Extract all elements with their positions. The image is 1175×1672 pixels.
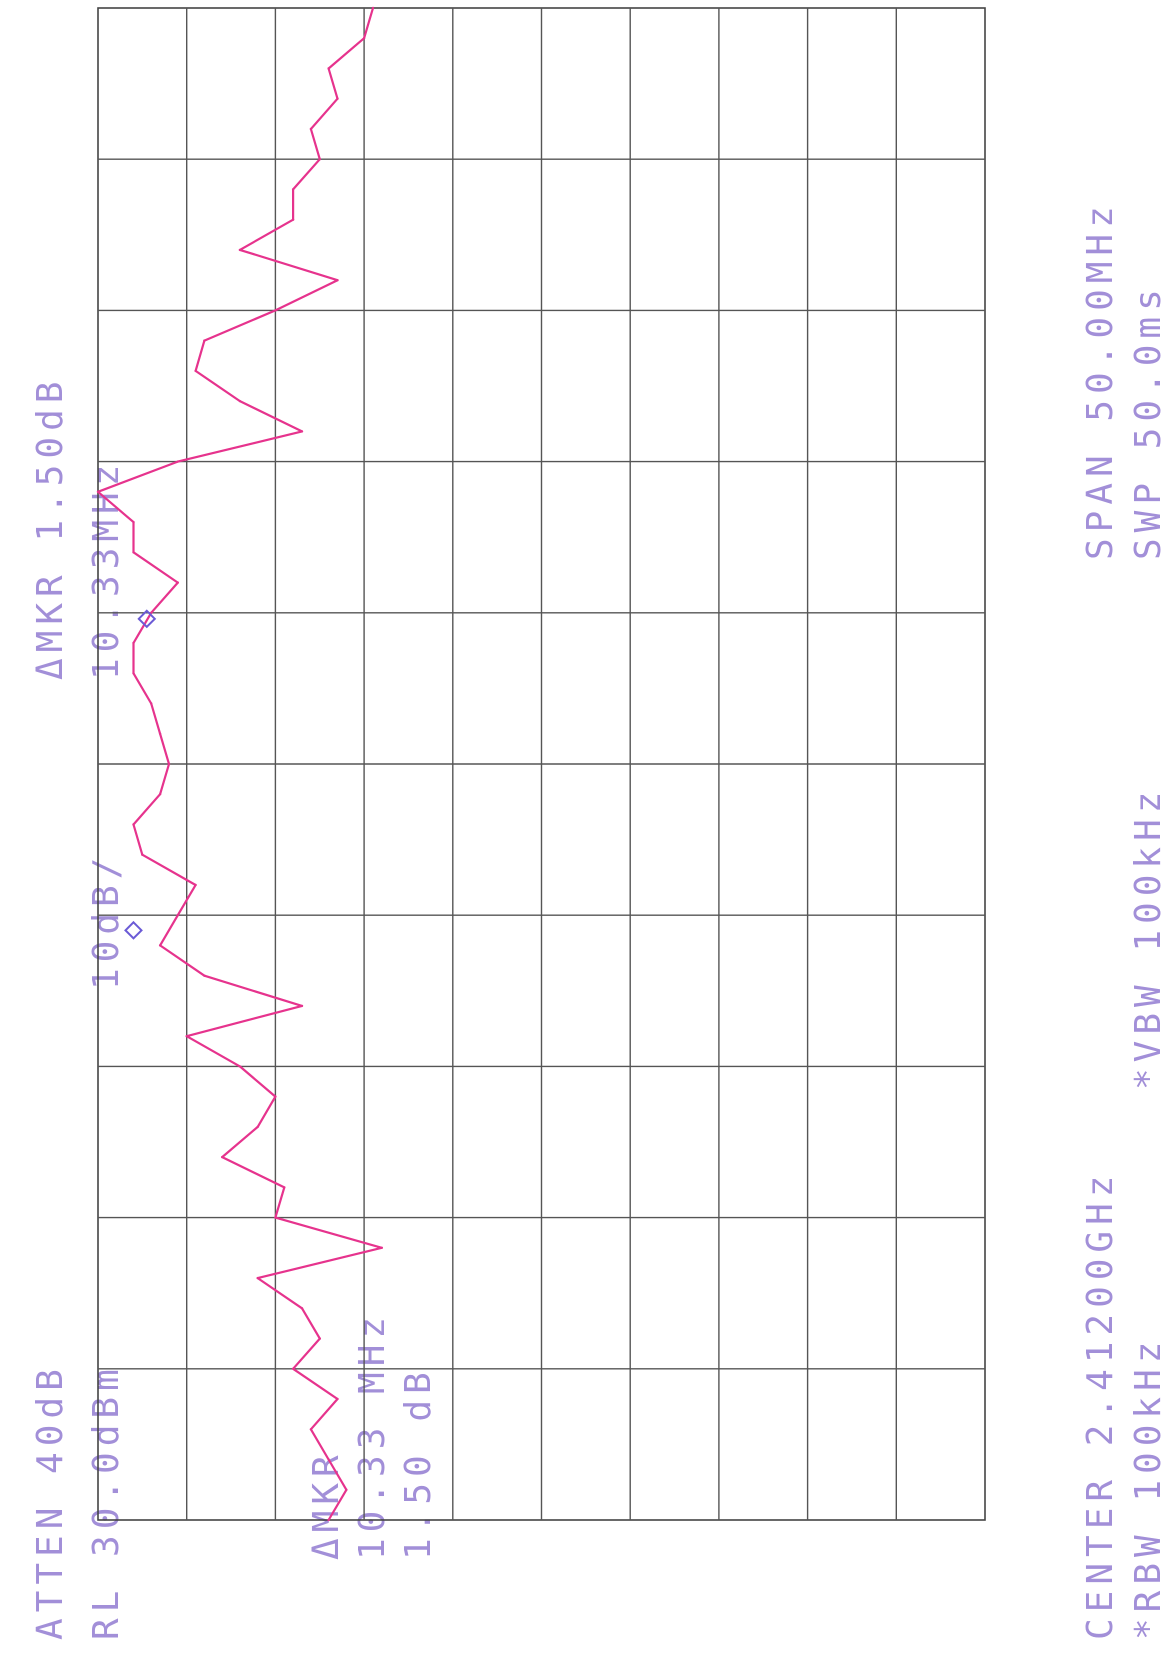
trace-point (176, 581, 179, 584)
trace-point (158, 793, 162, 796)
marker-group (124, 609, 157, 940)
atten-label: ATTEN 40dB (30, 1363, 71, 1640)
trace-point (274, 1216, 277, 1219)
trace-point (300, 1307, 304, 1310)
trace-point (194, 369, 197, 373)
trace-point (274, 1095, 277, 1098)
trace-point (203, 974, 206, 977)
trace-point (300, 430, 304, 433)
trace-point (238, 248, 242, 252)
trace-point (327, 1458, 330, 1461)
trace-point (291, 218, 295, 221)
trace-point (318, 158, 321, 161)
trace-point (336, 279, 339, 282)
sweep-label: SWP 50.0ms (1128, 283, 1169, 560)
trace-point (291, 188, 295, 191)
trace-point (141, 853, 144, 856)
delta-marker-label: ΔMKR 1.50dB (30, 376, 71, 680)
delta-freq-label: 10.33MHz (86, 459, 127, 680)
span-label: SPAN 50.00MHz (1080, 200, 1121, 560)
trace-point (256, 1276, 259, 1280)
trace-point (291, 1367, 295, 1371)
center-freq-label: CENTER 2.41200GHz (1080, 1170, 1121, 1640)
rbw-label: *RBW 100kHz (1128, 1336, 1169, 1640)
trace-point (167, 762, 171, 766)
trace-point (309, 127, 313, 131)
trace-point (96, 490, 100, 493)
trace-point (345, 1488, 348, 1492)
marker-readout-line3: 1.50 dB (398, 1366, 439, 1560)
graticule (97, 7, 986, 1521)
trace-point (150, 702, 153, 705)
trace-point (362, 37, 366, 40)
trace-point (132, 823, 135, 826)
trace-point (327, 67, 330, 70)
trace-point (203, 339, 206, 342)
reference-marker-diamond (124, 920, 143, 940)
trace-point (185, 1035, 188, 1038)
trace-point (380, 1246, 383, 1250)
trace-point (194, 883, 197, 887)
delta-marker-diamond (137, 609, 157, 629)
scale-label: 10dB/ (86, 852, 127, 990)
trace-point (132, 520, 135, 524)
marker-readout-line2: 10.33 MHz (352, 1311, 393, 1560)
trace-point (371, 6, 375, 10)
trace-point (132, 551, 135, 554)
trace-point (256, 1125, 259, 1129)
vbw-label: *VBW 100kHz (1128, 786, 1169, 1090)
trace-point (318, 1337, 321, 1340)
trace-point (336, 1397, 339, 1401)
ref-level-label: RL 30.0dBm (86, 1363, 127, 1640)
trace-point (238, 399, 242, 403)
trace-point (238, 1065, 242, 1068)
trace-point (176, 914, 179, 917)
trace-group (96, 6, 383, 1522)
trace-point (158, 732, 162, 735)
trace-point (274, 309, 277, 312)
trace-point (132, 672, 135, 675)
trace-point (309, 1428, 313, 1431)
trace-point (283, 1186, 286, 1189)
marker-readout-line1: ΔMKR (306, 1449, 347, 1560)
trace-point (300, 1004, 304, 1008)
trace-point (176, 460, 179, 463)
trace-point (336, 97, 339, 100)
trace-point (327, 1518, 330, 1522)
trace-point (158, 944, 162, 947)
trace-point (221, 1155, 224, 1159)
trace-point (132, 641, 135, 645)
